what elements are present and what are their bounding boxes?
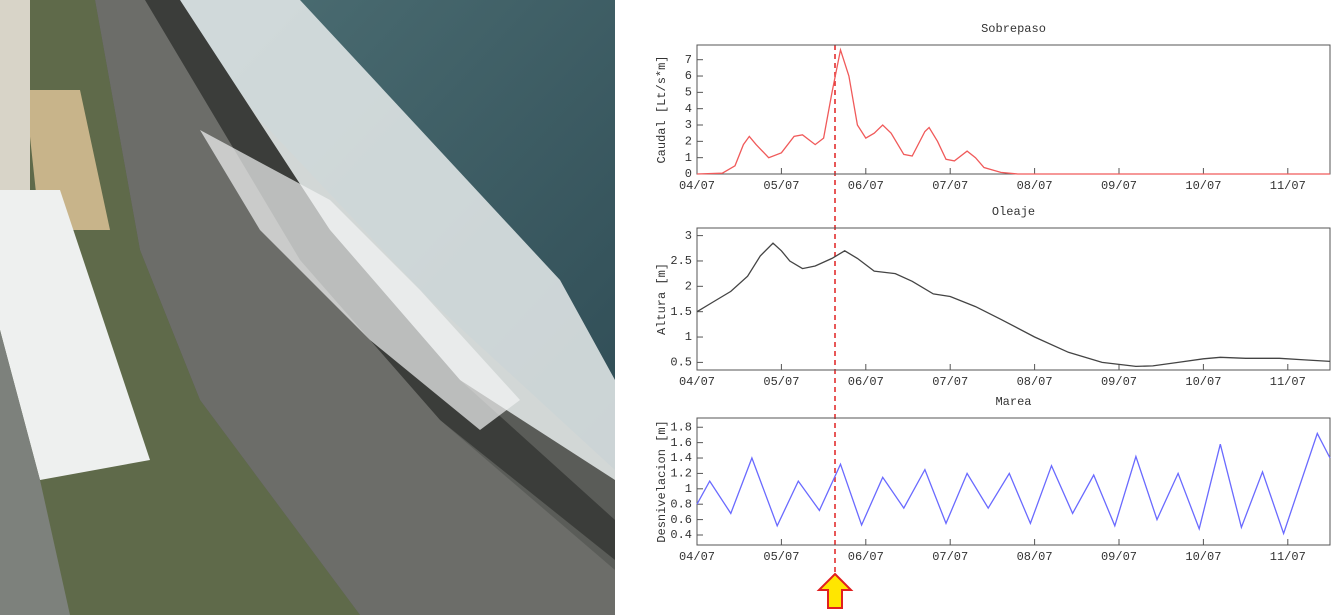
y-tick-label: 2.5	[670, 254, 692, 268]
photo	[0, 0, 615, 615]
x-tick-label: 08/07	[1017, 550, 1053, 564]
x-tick-label: 08/07	[1017, 179, 1053, 193]
plot-frame	[696, 227, 1331, 371]
x-tick-label: 07/07	[932, 550, 968, 564]
event-marker	[816, 45, 854, 609]
chart-title: Oleaje	[992, 205, 1035, 219]
y-tick-label: 0.6	[670, 513, 692, 527]
y-tick-label: 5	[685, 86, 692, 100]
x-tick-label: 06/07	[848, 375, 884, 389]
x-tick-label: 11/07	[1270, 550, 1306, 564]
y-tick-label: 1.8	[670, 420, 692, 434]
x-tick-label: 10/07	[1185, 550, 1221, 564]
plot-frame	[696, 44, 1331, 175]
data-line	[696, 431, 1331, 536]
y-tick-label: 1.6	[670, 436, 692, 450]
y-axis-label: Caudal [Lt/s*m]	[655, 55, 669, 163]
x-tick-label: 06/07	[848, 550, 884, 564]
x-tick-label: 09/07	[1101, 550, 1137, 564]
y-tick-label: 1	[685, 151, 692, 165]
y-tick-label: 4	[685, 102, 692, 116]
y-tick-label: 0	[685, 167, 692, 181]
x-tick-label: 04/07	[679, 550, 715, 564]
y-tick-label: 0.4	[670, 528, 692, 542]
x-tick-label: 11/07	[1270, 179, 1306, 193]
y-tick-label: 0.5	[670, 356, 692, 370]
y-axis-label: Desnivelacion [m]	[655, 420, 669, 542]
y-tick-label: 1.5	[670, 305, 692, 319]
y-axis-label: Altura [m]	[655, 263, 669, 335]
y-tick-label: 2	[685, 279, 692, 293]
x-tick-label: 05/07	[763, 550, 799, 564]
x-tick-label: 08/07	[1017, 375, 1053, 389]
y-tick-label: 1.4	[670, 451, 692, 465]
x-tick-label: 10/07	[1185, 179, 1221, 193]
y-tick-label: 6	[685, 69, 692, 83]
x-tick-label: 10/07	[1185, 375, 1221, 389]
y-tick-label: 3	[685, 229, 692, 243]
x-tick-label: 05/07	[763, 179, 799, 193]
y-tick-label: 2	[685, 135, 692, 149]
x-tick-label: 06/07	[848, 179, 884, 193]
y-tick-label: 0.8	[670, 497, 692, 511]
x-tick-label: 07/07	[932, 179, 968, 193]
x-tick-label: 04/07	[679, 375, 715, 389]
chart-title: Sobrepaso	[981, 22, 1046, 36]
y-tick-label: 1.2	[670, 467, 692, 481]
x-tick-label: 09/07	[1101, 375, 1137, 389]
y-tick-label: 3	[685, 118, 692, 132]
y-tick-label: 1	[685, 330, 692, 344]
x-tick-label: 04/07	[679, 179, 715, 193]
x-tick-label: 09/07	[1101, 179, 1137, 193]
x-tick-label: 11/07	[1270, 375, 1306, 389]
chart-title: Marea	[995, 395, 1031, 409]
plot-frame	[696, 417, 1331, 546]
y-tick-label: 1	[685, 482, 692, 496]
x-tick-label: 05/07	[763, 375, 799, 389]
data-line	[696, 242, 1331, 368]
x-tick-label: 07/07	[932, 375, 968, 389]
data-line	[696, 47, 1330, 175]
y-tick-label: 7	[685, 53, 692, 67]
